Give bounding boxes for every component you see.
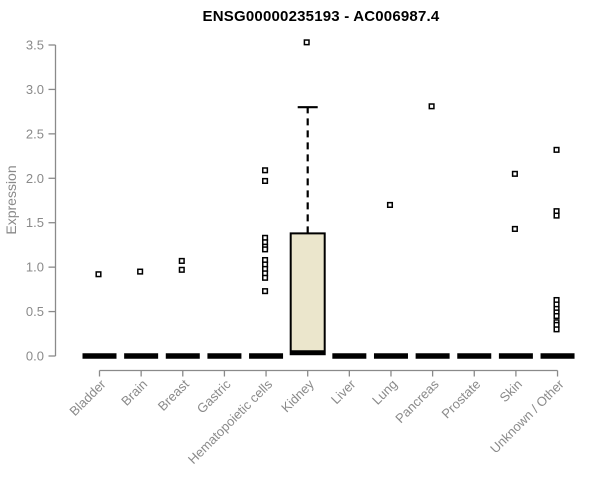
y-axis-title: Expression	[3, 165, 19, 234]
data-point-marker	[262, 274, 269, 281]
data-point-marker	[178, 257, 185, 264]
data-point-marker	[137, 268, 144, 275]
x-tick-label: Liver	[328, 376, 359, 407]
x-tick-label: Brain	[118, 377, 150, 409]
y-tick-label: 1.5	[26, 215, 44, 230]
x-tick-label: Breast	[155, 376, 192, 413]
data-point-marker	[553, 312, 560, 320]
data-point-marker	[553, 326, 560, 333]
box-kidney	[289, 232, 326, 356]
data-point-marker	[262, 288, 269, 295]
x-tick-label: Lung	[369, 377, 400, 408]
data-point-marker	[386, 201, 394, 208]
y-tick-label: 2.5	[26, 126, 44, 141]
x-tick-label: Kidney	[278, 376, 317, 415]
x-tick-label: Skin	[497, 377, 525, 405]
y-tick-label: 3.5	[26, 38, 44, 53]
x-tick-label: Pancreas	[392, 376, 442, 426]
x-tick-label: Bladder	[66, 376, 109, 419]
data-point-marker	[178, 266, 185, 273]
x-tick-label: Unknown / Other	[487, 376, 567, 456]
data-point-marker	[262, 167, 269, 174]
chart-title: ENSG00000235193 - AC006987.4	[202, 8, 440, 25]
y-tick-label: 0.0	[26, 349, 44, 364]
y-tick-label: 3.0	[26, 82, 44, 97]
data-point-marker	[428, 103, 435, 110]
y-tick-label: 2.0	[26, 171, 44, 186]
data-point-marker	[553, 212, 560, 219]
data-point-marker	[262, 246, 269, 253]
data-point-marker	[95, 271, 102, 278]
data-point-marker	[511, 170, 518, 177]
y-tick-label: 0.5	[26, 304, 44, 319]
data-point-marker	[553, 146, 560, 153]
x-tick-label: Gastric	[194, 376, 234, 416]
x-tick-label: Prostate	[439, 377, 484, 422]
y-tick-label: 1.0	[26, 260, 44, 275]
data-point-marker	[511, 225, 518, 232]
data-point-marker	[262, 177, 269, 185]
data-point-marker	[303, 39, 310, 46]
